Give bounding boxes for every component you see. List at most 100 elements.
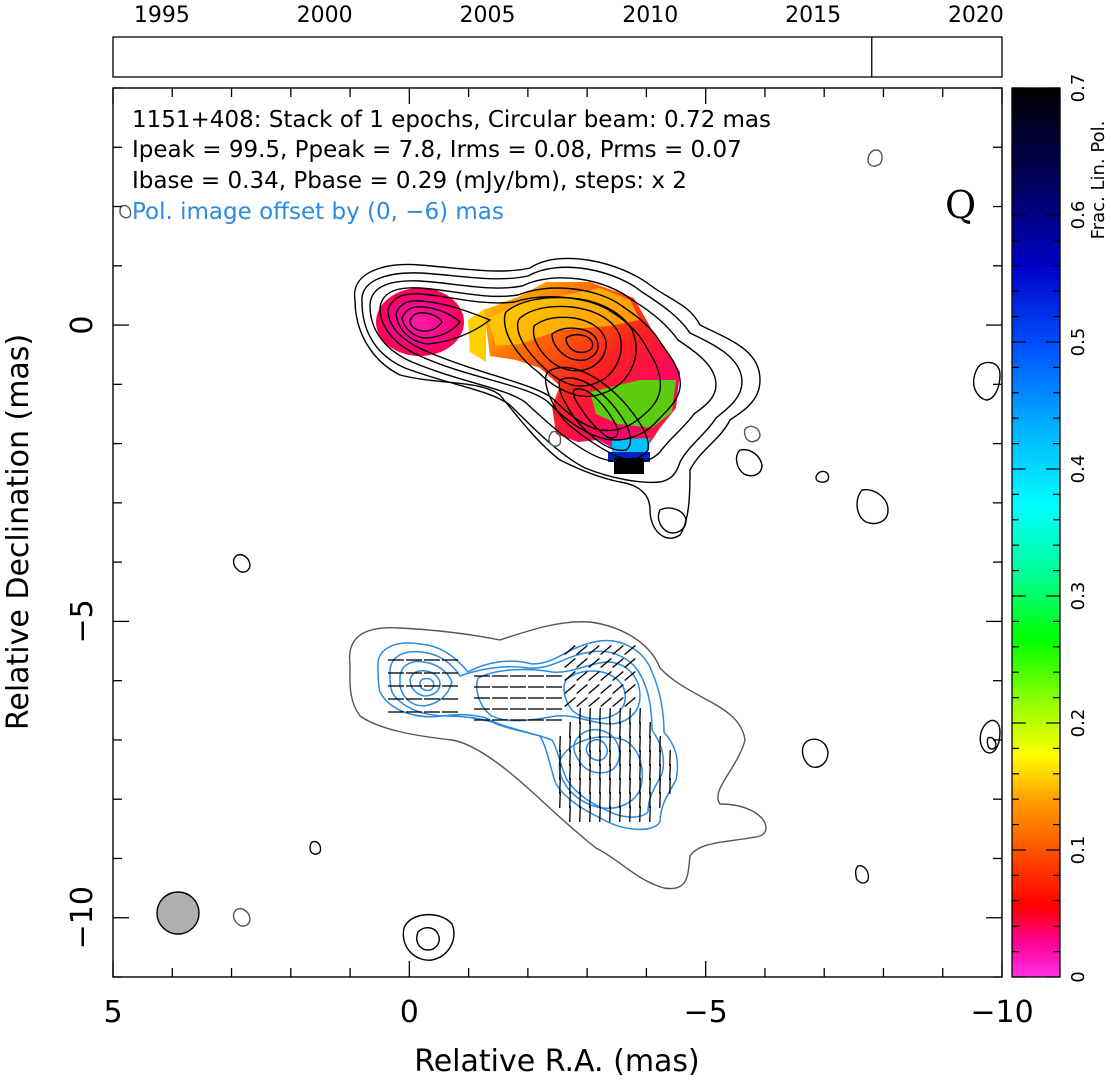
gray-contours (119, 149, 883, 927)
evpa-stick (669, 763, 671, 781)
frac-pol-black-patch (614, 458, 644, 474)
frac-pol-cyan-patch (612, 438, 650, 456)
evpa-stick (649, 735, 651, 753)
timeline-box (112, 36, 1003, 78)
evpa-stick (589, 763, 591, 781)
evpa-stick (589, 735, 591, 753)
evpa-stick (579, 749, 581, 767)
frac-pol-jet-gap (468, 308, 486, 362)
evpa-stick (629, 791, 631, 809)
colorbar-tick-label: 0.1 (1068, 836, 1089, 865)
evpa-stick (612, 684, 624, 694)
colorbar-gradient (1012, 88, 1060, 977)
evpa-stick (649, 721, 651, 739)
evpa-stick (659, 791, 661, 809)
evpa-stick (619, 735, 621, 753)
evpa-stick (599, 707, 601, 725)
timeline-year-label: 2005 (459, 3, 515, 28)
evpa-stick (579, 707, 581, 725)
evpa-stick (639, 791, 641, 809)
evpa-stick (649, 777, 651, 795)
evpa-stick (639, 721, 641, 739)
evpa-stick (609, 763, 611, 781)
colorbar: 0 0.1 0.2 0.3 0.4 0.5 0.6 0.7 Frac. Lin. Pol. (1011, 74, 1109, 983)
evpa-stick (659, 735, 661, 753)
timeline-year-labels: 1995 2000 2005 2010 2015 2020 (134, 3, 1004, 28)
evpa-stick (569, 791, 571, 809)
timeline-year-label: 2000 (297, 3, 353, 28)
x-tick-label: −5 (684, 995, 728, 1030)
evpa-stick (588, 645, 600, 655)
colorbar-tick-label: 0.4 (1068, 455, 1089, 484)
evpa-stick (564, 697, 576, 707)
evpa-sticks (388, 645, 671, 823)
evpa-stick (599, 777, 601, 795)
evpa-stick (599, 721, 601, 739)
timeline-year-label: 2020 (948, 3, 1004, 28)
x-tick-label: 5 (103, 995, 122, 1030)
evpa-stick (599, 735, 601, 753)
evpa-stick (564, 658, 576, 668)
evpa-stick (629, 749, 631, 767)
evpa-stick (639, 707, 641, 725)
evpa-stick (629, 763, 631, 781)
evpa-stick (639, 777, 641, 795)
y-tick-labels: 0 −5 −10 (65, 316, 100, 950)
evpa-stick (559, 735, 561, 753)
evpa-stick (659, 763, 661, 781)
evpa-stick (589, 721, 591, 739)
evpa-stick (619, 763, 621, 781)
evpa-stick (599, 805, 601, 823)
y-tick-label: 0 (65, 316, 100, 335)
colorbar-tick-label: 0.2 (1068, 709, 1089, 738)
y-tick-label: −10 (65, 886, 100, 949)
evpa-stick (619, 791, 621, 809)
evpa-stick (588, 697, 600, 707)
evpa-stick (579, 721, 581, 739)
map-ticks (112, 87, 1003, 978)
evpa-stick (612, 645, 624, 655)
evpa-stick (649, 805, 651, 823)
evpa-stick (619, 749, 621, 767)
stokes-i-contours (232, 257, 1001, 961)
evpa-stick (576, 684, 588, 694)
colorbar-tick-label: 0.7 (1068, 74, 1089, 103)
map-area (119, 149, 1001, 961)
evpa-stick (569, 777, 571, 795)
evpa-stick (609, 749, 611, 767)
evpa-stick (629, 707, 631, 725)
evpa-stick (564, 684, 576, 694)
evpa-stick (576, 658, 588, 668)
evpa-stick (579, 763, 581, 781)
evpa-stick (624, 658, 636, 668)
evpa-stick (576, 671, 588, 681)
evpa-stick (589, 791, 591, 809)
timeline-year-label: 2015 (785, 3, 841, 28)
timeline-year-label: 1995 (134, 3, 190, 28)
evpa-stick (639, 735, 641, 753)
evpa-stick (624, 671, 636, 681)
evpa-stick (559, 777, 561, 795)
evpa-stick (569, 805, 571, 823)
evpa-stick (629, 735, 631, 753)
colorbar-tick-label: 0.3 (1068, 582, 1089, 611)
evpa-stick (589, 805, 591, 823)
colorbar-tick-label: 0.6 (1068, 201, 1089, 230)
evpa-stick (576, 697, 588, 707)
evpa-stick (609, 791, 611, 809)
evpa-stick (579, 805, 581, 823)
evpa-stick (659, 749, 661, 767)
annotation-line-2: Ipeak = 99.5, Ppeak = 7.8, Irms = 0.08, … (132, 137, 742, 163)
evpa-stick (612, 658, 624, 668)
evpa-stick (559, 791, 561, 809)
colorbar-label: Frac. Lin. Pol. (1088, 121, 1109, 240)
evpa-stick (589, 749, 591, 767)
evpa-stick (649, 763, 651, 781)
timeline-year-label: 2010 (622, 3, 678, 28)
y-axis-label: Relative Declination (mas) (1, 334, 36, 730)
evpa-stick (624, 684, 636, 694)
evpa-stick (600, 658, 612, 668)
evpa-stick (589, 777, 591, 795)
evpa-stick (609, 777, 611, 795)
